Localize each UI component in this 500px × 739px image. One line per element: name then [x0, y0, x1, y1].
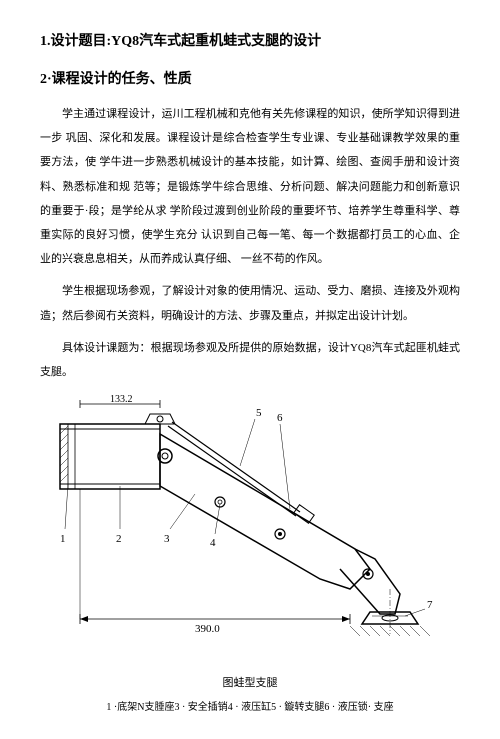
outrigger-diagram: 133.2 — [40, 394, 460, 654]
diagram-container: 133.2 — [40, 394, 460, 659]
diagram-caption-list: 1 ·底架N支腄座3 · 安全插销4 · 液压缸5 · 鏇转支腿6 · 液压锁·… — [40, 698, 460, 713]
paragraph-3: 具体设计课题为：根据现场参观及所提供的原始数据，设计YQ8汽车式起匪机蛙式支腿。 — [40, 336, 460, 384]
label-4: 4 — [210, 537, 216, 549]
label-6: 6 — [277, 412, 283, 424]
paragraph-1: 学主通过课程设计，运川工程机械和克他有关先修课程的知识，使所学知识得到进一步 巩… — [40, 102, 460, 271]
page-title: 1.设计题目:YQ8汽车式起重机蛙式支腿的设计 — [40, 30, 460, 50]
paragraph-2: 学生根据现场参观，了解设计对象的使用情况、运动、受力、磨损、连接及外观构造；然后… — [40, 279, 460, 327]
label-1: 1 — [60, 533, 66, 545]
dim-top: 133.2 — [110, 394, 133, 405]
section-subtitle: 2·课程设计的任务、性质 — [40, 68, 460, 88]
dim-bottom: 390.0 — [195, 623, 220, 635]
label-3: 3 — [164, 533, 170, 545]
label-2: 2 — [116, 533, 122, 545]
diagram-caption-title: 图蛙型支腿 — [40, 674, 460, 690]
label-5: 5 — [256, 407, 262, 419]
label-7: 7 — [427, 599, 433, 611]
